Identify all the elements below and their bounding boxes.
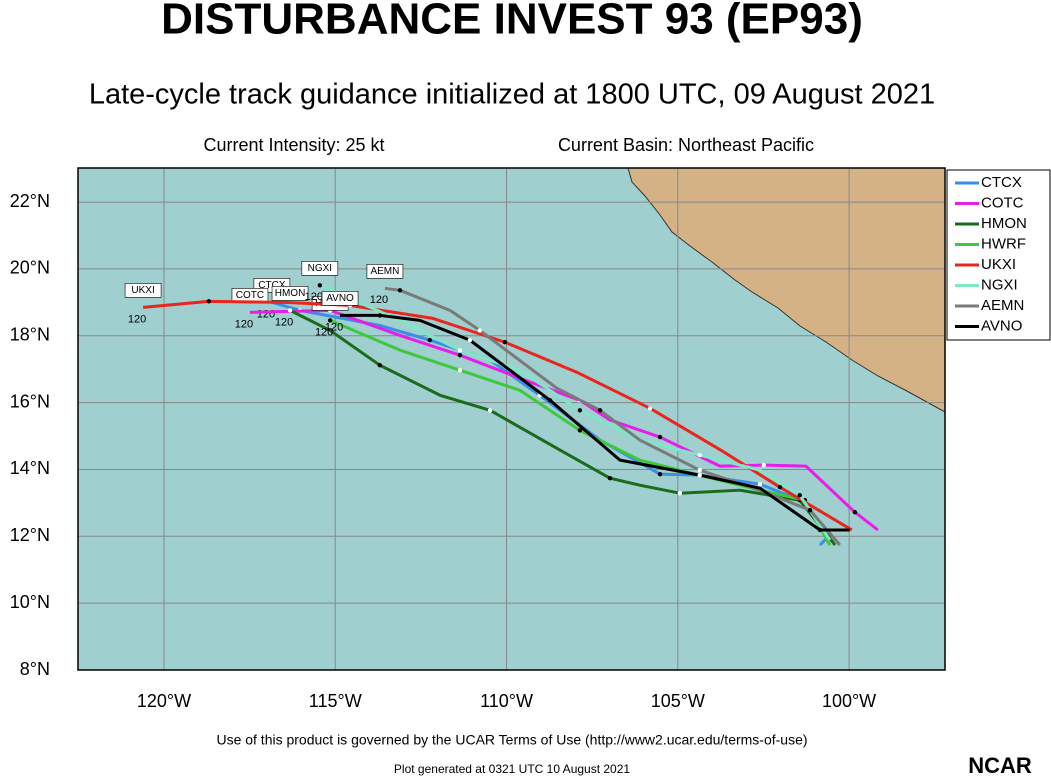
track-point bbox=[677, 490, 683, 496]
track-point bbox=[327, 318, 333, 323]
end-label: 120 bbox=[315, 326, 333, 338]
track-point bbox=[577, 408, 583, 413]
track-point bbox=[427, 337, 433, 343]
track-point bbox=[457, 368, 463, 373]
model-box bbox=[301, 261, 339, 276]
footer: Use of this product is governed by the U… bbox=[216, 732, 807, 748]
model-label: AEMN bbox=[370, 266, 399, 277]
plot-frame bbox=[77, 167, 946, 671]
end-label: 120 bbox=[275, 316, 293, 328]
y-tick-label: 12°N bbox=[10, 525, 50, 545]
legend-label: AVNO bbox=[981, 317, 1022, 334]
legend-label: HMON bbox=[981, 215, 1027, 232]
y-tick-label: 8°N bbox=[20, 659, 50, 679]
track-point bbox=[697, 467, 702, 473]
end-label: 120 bbox=[305, 291, 323, 303]
legend-label: HWRF bbox=[981, 235, 1026, 252]
legend-label: AEMN bbox=[981, 297, 1024, 314]
x-tick-label: 110°W bbox=[480, 691, 533, 711]
y-tick-label: 22°N bbox=[10, 191, 50, 211]
track-point bbox=[577, 428, 583, 433]
y-tick-label: 18°N bbox=[10, 325, 50, 345]
track-point bbox=[852, 510, 858, 515]
x-tick-label: 120°W bbox=[137, 691, 191, 711]
track-point bbox=[807, 508, 813, 513]
track-point bbox=[597, 408, 603, 413]
end-label: 120 bbox=[235, 318, 253, 330]
x-tick-label: 105°W bbox=[651, 691, 705, 711]
chart-title: DISTURBANCE INVEST 93 (EP93) bbox=[161, 0, 863, 44]
track-point bbox=[697, 452, 702, 458]
track-point bbox=[502, 339, 508, 345]
y-tick-label: 20°N bbox=[10, 258, 50, 278]
x-tick-label: 100°W bbox=[822, 691, 876, 711]
y-tick-label: 14°N bbox=[10, 458, 50, 478]
track-point bbox=[657, 434, 663, 440]
model-box bbox=[366, 264, 404, 279]
track-point bbox=[467, 337, 473, 343]
track-point bbox=[377, 362, 382, 368]
track-point bbox=[647, 406, 653, 411]
track-point bbox=[477, 328, 483, 333]
model-label: NGXI bbox=[308, 263, 332, 274]
track-point bbox=[757, 481, 763, 487]
track-point bbox=[761, 462, 766, 468]
track-line bbox=[289, 309, 837, 546]
track-point bbox=[817, 527, 823, 533]
model-label: CTCX bbox=[258, 280, 286, 291]
track-point bbox=[777, 484, 783, 490]
end-label: 120 bbox=[325, 321, 343, 333]
track-point bbox=[607, 475, 613, 481]
model-box bbox=[271, 286, 309, 301]
legend-label: COTC bbox=[981, 194, 1024, 211]
track-point bbox=[317, 283, 323, 288]
y-tick-label: 16°N bbox=[10, 391, 50, 411]
model-label: HMON bbox=[275, 288, 306, 299]
generated-note: Plot generated at 0321 UTC 10 August 202… bbox=[394, 762, 630, 776]
logo: NCAR bbox=[968, 753, 1032, 778]
end-label: 120 bbox=[370, 294, 388, 306]
model-label: UKXI bbox=[131, 285, 154, 296]
track-point bbox=[697, 472, 702, 478]
track-point bbox=[206, 299, 212, 304]
track-point bbox=[657, 471, 663, 477]
track-point bbox=[487, 408, 493, 413]
legend-label: NGXI bbox=[981, 276, 1018, 293]
legend-label: UKXI bbox=[981, 256, 1016, 273]
annotation: Current Basin: Northeast Pacific bbox=[558, 135, 814, 155]
end-label: 120 bbox=[128, 313, 146, 325]
track-point bbox=[287, 308, 293, 313]
land bbox=[627, 167, 946, 413]
chart-subtitle: Late-cycle track guidance initialized at… bbox=[89, 79, 935, 111]
legend-label: CTCX bbox=[981, 174, 1022, 191]
track-line bbox=[319, 283, 832, 541]
model-box bbox=[321, 291, 359, 306]
track-line bbox=[329, 319, 832, 546]
legend-box bbox=[946, 169, 1051, 341]
model-label: COTC bbox=[236, 290, 264, 301]
y-tick-label: 10°N bbox=[10, 592, 50, 612]
x-tick-label: 115°W bbox=[309, 691, 362, 711]
end-label: 120 bbox=[257, 308, 275, 320]
model-label: AVNO bbox=[326, 293, 354, 304]
model-box bbox=[124, 283, 162, 298]
track-line bbox=[249, 308, 879, 532]
track-point bbox=[457, 347, 463, 353]
annotation: Current Intensity: 25 kt bbox=[203, 135, 384, 155]
track-point bbox=[457, 352, 463, 358]
track-point bbox=[397, 288, 403, 293]
track-point bbox=[797, 493, 802, 498]
track-point bbox=[547, 398, 553, 403]
track-point bbox=[377, 313, 382, 318]
